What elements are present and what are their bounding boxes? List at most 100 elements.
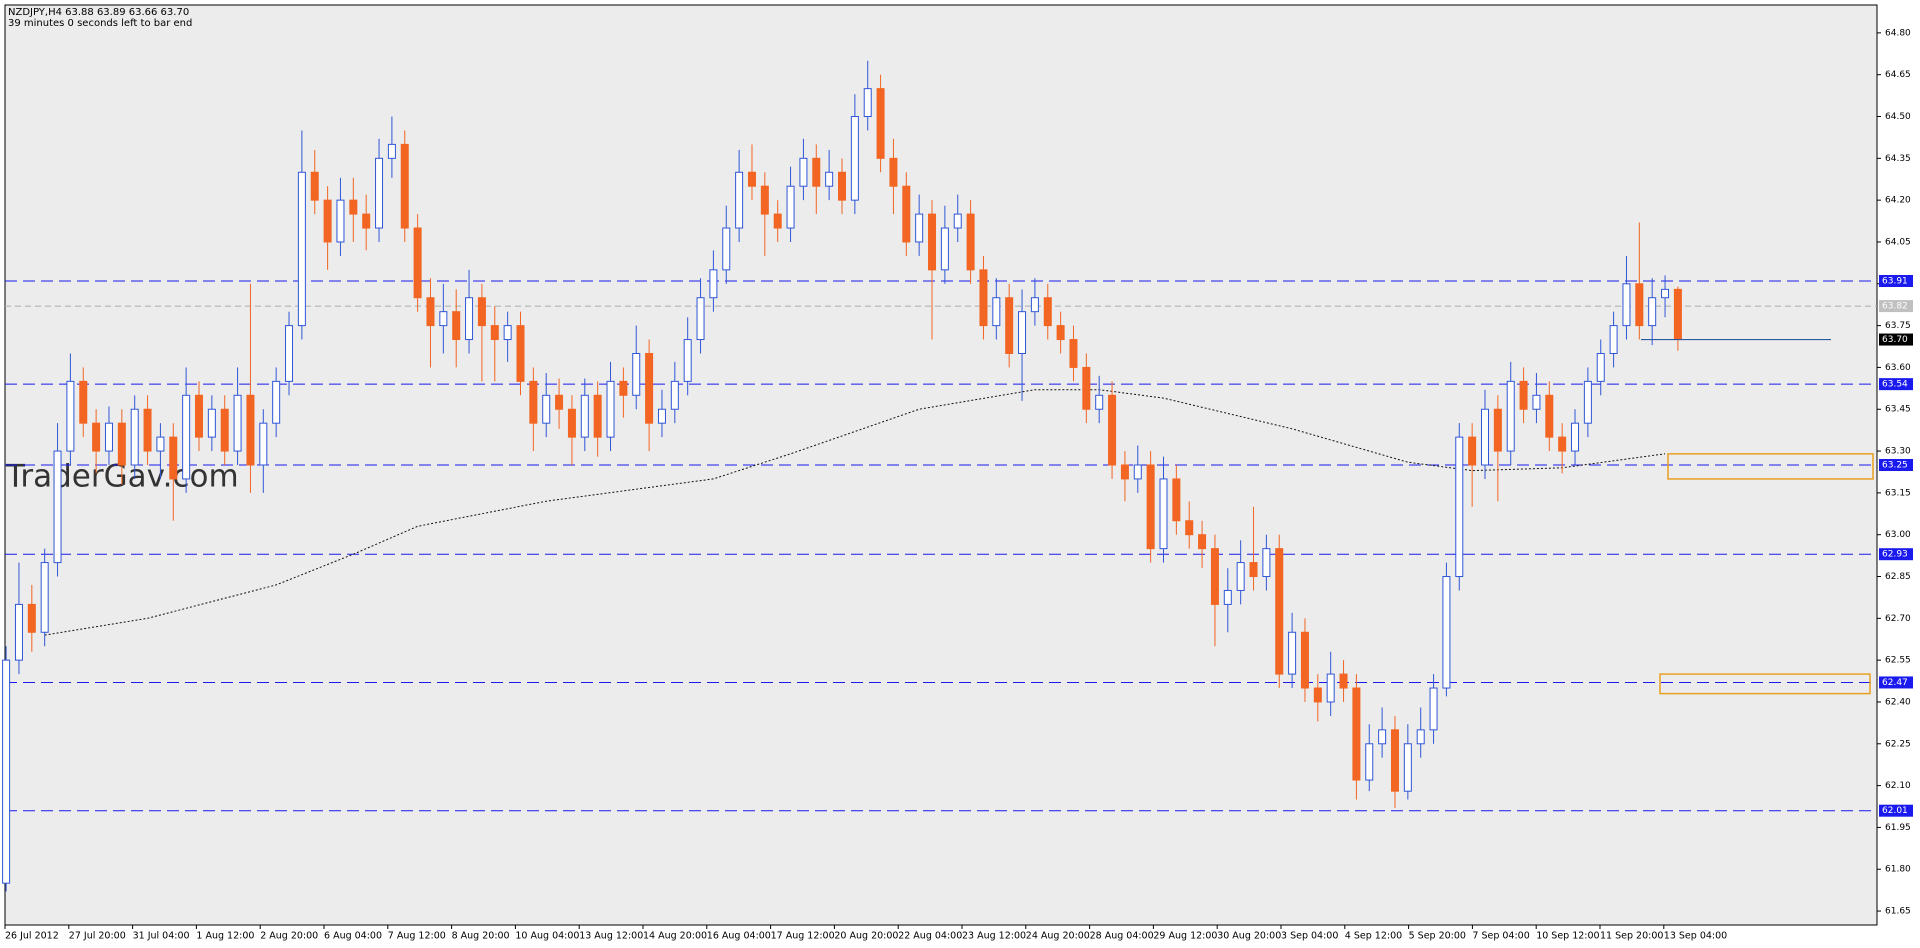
candle-body bbox=[1378, 729, 1387, 745]
y-tick-label: 62.70 bbox=[1885, 614, 1911, 624]
x-tick-label: 22 Aug 04:00 bbox=[898, 931, 962, 942]
candle-body bbox=[1390, 729, 1399, 792]
candle-body bbox=[1056, 325, 1065, 341]
y-tick-label: 61.95 bbox=[1885, 823, 1911, 833]
x-tick-label: 10 Aug 04:00 bbox=[515, 931, 579, 942]
price-label-box bbox=[1879, 378, 1913, 391]
x-tick-label: 29 Aug 12:00 bbox=[1153, 931, 1217, 942]
candle-body bbox=[593, 394, 602, 438]
y-tick-label: 62.10 bbox=[1885, 781, 1911, 791]
candle-body bbox=[1506, 380, 1515, 452]
price-label-box bbox=[1879, 275, 1913, 287]
candle-body bbox=[979, 269, 988, 327]
x-tick-label: 6 Aug 04:00 bbox=[324, 931, 382, 942]
candle-body bbox=[1403, 743, 1412, 792]
candle-body bbox=[529, 380, 538, 424]
candle-body bbox=[413, 227, 422, 299]
candle-body bbox=[1571, 422, 1580, 452]
candle-body bbox=[1005, 297, 1014, 354]
candle-body bbox=[1648, 297, 1657, 327]
candle-body bbox=[683, 339, 692, 382]
candle-body bbox=[799, 157, 808, 187]
candle-body bbox=[220, 408, 229, 452]
candle-body bbox=[1210, 548, 1219, 605]
candle-body bbox=[130, 408, 139, 466]
x-tick-label: 5 Sep 20:00 bbox=[1409, 931, 1466, 942]
candle-body bbox=[1043, 297, 1052, 327]
candle-body bbox=[953, 213, 962, 229]
moving-average bbox=[44, 389, 1666, 636]
x-tick-label: 28 Aug 04:00 bbox=[1090, 931, 1154, 942]
x-tick-label: 24 Aug 20:00 bbox=[1026, 931, 1090, 942]
x-tick-label: 30 Aug 20:00 bbox=[1217, 931, 1281, 942]
candle-body bbox=[310, 171, 319, 201]
y-tick-label: 63.00 bbox=[1885, 530, 1911, 540]
price-label: 63.54 bbox=[1882, 380, 1908, 390]
price-label-box bbox=[1879, 333, 1913, 346]
candle-body bbox=[1249, 562, 1258, 578]
candle-body bbox=[362, 213, 371, 229]
x-tick-label: 8 Aug 20:00 bbox=[452, 931, 510, 942]
candle-body bbox=[1583, 380, 1592, 424]
candle-body bbox=[1416, 729, 1425, 745]
candle-body bbox=[207, 408, 216, 438]
candle-body bbox=[966, 213, 975, 271]
x-tick-label: 7 Sep 04:00 bbox=[1472, 931, 1529, 942]
candle-body bbox=[375, 157, 384, 229]
x-tick-label: 13 Aug 12:00 bbox=[579, 931, 643, 942]
candle-body bbox=[555, 394, 564, 410]
candle-body bbox=[117, 422, 126, 466]
candle-body bbox=[439, 311, 448, 327]
zone bbox=[1659, 673, 1871, 695]
candle-body bbox=[2, 659, 11, 884]
candle-body bbox=[66, 380, 75, 452]
x-tick-label: 16 Aug 04:00 bbox=[707, 931, 771, 942]
candle-body bbox=[1468, 436, 1477, 466]
candle-body bbox=[1558, 436, 1567, 452]
candle-body bbox=[1300, 631, 1309, 689]
candle-body bbox=[632, 352, 641, 396]
price-label-box bbox=[1879, 459, 1913, 471]
candle-body bbox=[812, 157, 821, 187]
candle-body bbox=[1120, 464, 1129, 480]
candle-body bbox=[1082, 366, 1091, 410]
x-tick-label: 23 Aug 12:00 bbox=[962, 931, 1026, 942]
y-tick-label: 63.75 bbox=[1885, 321, 1911, 331]
candle-body bbox=[503, 325, 512, 341]
candle-body bbox=[246, 394, 255, 466]
y-tick-label: 64.65 bbox=[1885, 70, 1911, 80]
candle-body bbox=[876, 88, 885, 159]
candle-body bbox=[567, 408, 576, 438]
candle-body bbox=[1609, 325, 1618, 354]
candle-body bbox=[323, 199, 332, 243]
price-label: 62.47 bbox=[1882, 678, 1908, 688]
candle-body bbox=[850, 116, 859, 201]
candle-body bbox=[773, 213, 782, 229]
candle-body bbox=[40, 562, 49, 633]
x-tick-label: 11 Sep 20:00 bbox=[1600, 931, 1663, 942]
candle-body bbox=[645, 352, 654, 424]
candle-body bbox=[1429, 687, 1438, 731]
price-label: 62.93 bbox=[1882, 550, 1908, 560]
symbol-quote: NZDJPY,H4 63.88 63.89 63.66 63.70 bbox=[8, 7, 189, 18]
candle-body bbox=[1352, 687, 1361, 781]
y-tick-label: 64.35 bbox=[1885, 154, 1911, 164]
y-tick-label: 64.20 bbox=[1885, 196, 1911, 206]
x-tick-label: 13 Sep 04:00 bbox=[1664, 931, 1727, 942]
candle-body bbox=[1545, 394, 1554, 438]
candle-body bbox=[1159, 478, 1168, 550]
y-tick-label: 63.60 bbox=[1885, 363, 1911, 373]
candle-body bbox=[143, 408, 152, 452]
candle-body bbox=[387, 143, 396, 159]
candle-body bbox=[1313, 687, 1322, 703]
candle-body bbox=[1223, 589, 1232, 605]
candle-body bbox=[542, 394, 551, 424]
candle-body bbox=[1442, 576, 1451, 689]
candle-body bbox=[580, 394, 589, 438]
candle-body bbox=[195, 394, 203, 438]
candle-body bbox=[1622, 283, 1631, 327]
candle-body bbox=[400, 143, 409, 229]
candle-body bbox=[182, 394, 191, 480]
candle-body bbox=[233, 394, 242, 452]
y-tick-label: 61.80 bbox=[1885, 865, 1911, 875]
